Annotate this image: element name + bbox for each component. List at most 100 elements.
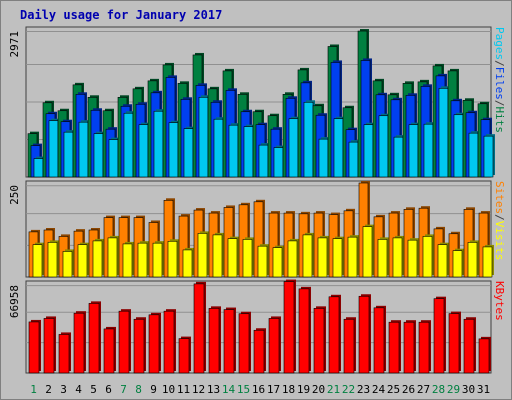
pages-bar-day-7 [123,112,134,178]
pages-bar-day-8 [138,124,149,178]
legend-entry-0: Sites [493,181,506,214]
hits-panel: 2971 Pages/Files/Hits [8,26,506,178]
pages-bar-day-29 [453,114,464,178]
kbytes-bar-day-17 [268,318,280,374]
kbytes-bar-day-14 [223,309,235,374]
kbytes-bar-day-20 [313,308,325,374]
x-tick-label-9: 9 [150,383,157,396]
legend-entry-1: / [493,214,506,221]
sites-bar-day-10 [167,240,178,278]
x-tick-label-15: 15 [237,383,250,396]
x-tick-label-19: 19 [297,383,310,396]
x-tick-label-17: 17 [267,383,280,396]
pages-bar-day-30 [468,132,479,178]
x-tick-label-13: 13 [207,383,220,396]
x-tick-label-30: 30 [462,383,475,396]
kbytes-bar-day-27 [418,321,430,374]
pages-bar-day-23 [363,124,374,178]
pages-bar-day-1 [33,158,44,178]
x-tick-label-28: 28 [432,383,445,396]
pages-bar-day-31 [483,135,494,178]
visits-legend: Sites/Visits [493,181,506,261]
x-tick-label-20: 20 [312,383,325,396]
sites-bar-day-16 [257,245,268,278]
visits-bars [28,181,494,278]
sites-bar-day-29 [452,250,463,278]
x-tick-label-6: 6 [105,383,112,396]
kbytes-bar-day-25 [388,321,400,374]
sites-bar-day-30 [467,242,478,278]
kbytes-bar-day-13 [208,308,220,374]
kbytes-bar-day-2 [43,318,55,374]
x-tick-label-22: 22 [342,383,355,396]
pages-bar-day-18 [288,118,299,178]
sites-bar-day-14 [227,238,238,278]
x-tick-label-5: 5 [90,383,97,396]
kbytes-bar-day-10 [163,310,175,374]
sites-bar-day-23 [362,226,373,278]
sites-bar-day-20 [317,237,328,278]
pages-bar-day-26 [408,124,419,178]
sites-bar-day-12 [197,233,208,278]
pages-bar-day-5 [93,133,104,178]
pages-bar-day-6 [108,139,119,178]
sites-bar-day-13 [212,234,223,278]
x-tick-label-8: 8 [135,383,142,396]
sites-bar-day-2 [47,242,58,278]
chart-title: Daily usage for January 2017 [20,8,222,22]
sites-bar-day-4 [77,244,88,278]
legend-entry-1: / [493,60,506,67]
kbytes-bar-day-1 [28,321,40,374]
kbytes-bar-day-19 [298,288,310,374]
pages-bar-day-9 [153,110,164,178]
pages-bar-day-11 [183,128,194,178]
x-tick-label-11: 11 [177,383,190,396]
sites-bar-day-21 [332,238,343,278]
x-tick-label-18: 18 [282,383,295,396]
kbytes-bar-day-28 [433,298,445,374]
pages-bar-day-2 [48,120,59,178]
pages-bar-day-3 [63,131,74,178]
pages-bar-day-25 [393,136,404,178]
sites-bar-day-1 [32,244,43,278]
x-tick-label-25: 25 [387,383,400,396]
kbytes-bar-day-9 [148,314,160,374]
x-tick-label-14: 14 [222,383,236,396]
kbytes-bar-day-7 [118,310,130,374]
pages-bar-day-28 [438,88,449,178]
legend-entry-0: Pages [493,27,506,60]
kbytes-max-label: 66958 [8,285,21,318]
kbytes-bar-day-6 [103,328,115,374]
hits-legend: Pages/Files/Hits [493,27,506,133]
sites-bar-day-11 [182,249,193,278]
sites-bar-day-26 [407,239,418,278]
kbytes-panel: 66958 KBytes [8,279,506,374]
kbytes-bar-day-4 [73,312,85,374]
kbytes-bar-day-8 [133,318,145,374]
sites-bar-day-27 [422,236,433,278]
sites-bar-day-31 [482,246,493,278]
x-axis-tick-labels: 1 2 3 4 5 6 7 8 9 10 11 12 13 14 15 16 17 18 19 20 21 22 23 24 2… [30,383,490,396]
x-tick-label-31: 31 [477,383,490,396]
kbytes-bar-day-30 [463,318,475,374]
hits-bars [27,29,495,178]
sites-bar-day-5 [92,240,103,278]
kbytes-bar-day-24 [373,307,385,374]
kbytes-legend: KBytes [493,281,506,321]
sites-bar-day-17 [272,247,283,278]
pages-bar-day-14 [228,124,239,178]
legend-entry-4: Hits [493,107,506,134]
kbytes-bar-day-15 [238,313,250,374]
x-tick-label-4: 4 [75,383,82,396]
x-tick-label-27: 27 [417,383,430,396]
sites-bar-day-24 [377,239,388,278]
sites-bar-day-19 [302,234,313,278]
pages-bar-day-19 [303,101,314,178]
pages-bar-day-20 [318,138,329,178]
x-tick-label-29: 29 [447,383,460,396]
sites-bar-day-25 [392,237,403,278]
x-tick-label-12: 12 [192,383,205,396]
kbytes-bars [28,279,491,374]
x-tick-label-26: 26 [402,383,415,396]
pages-bar-day-21 [333,118,344,178]
